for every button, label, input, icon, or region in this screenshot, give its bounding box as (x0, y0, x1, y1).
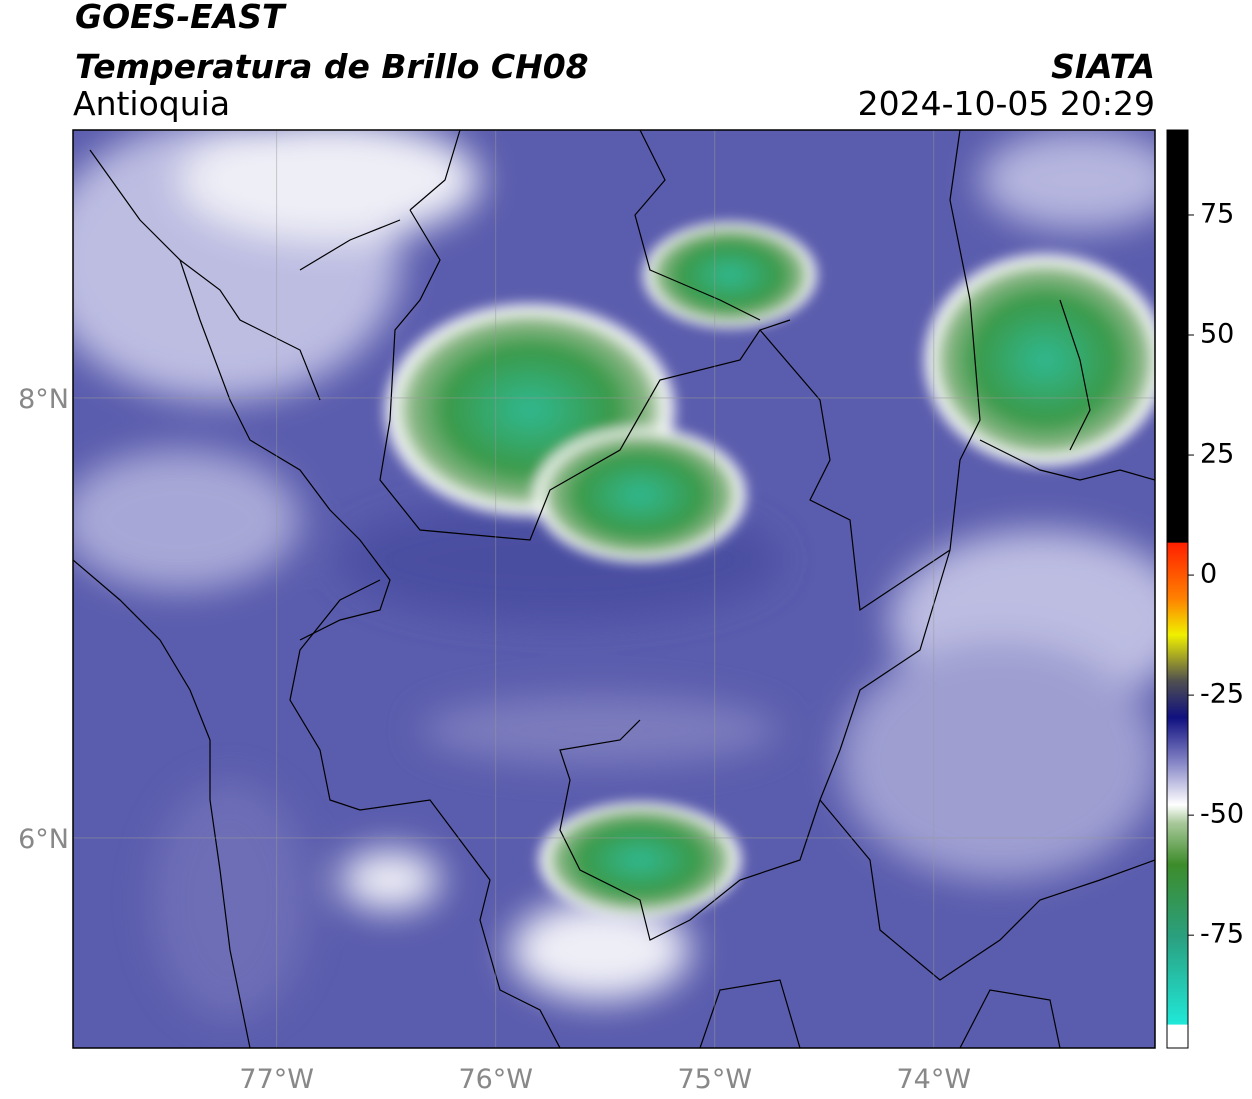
lat-tick-label: 8°N (18, 384, 69, 415)
lon-tick-label: 76°W (458, 1064, 533, 1095)
product: Temperatura de Brillo CH08 (75, 47, 589, 86)
colorbar-tick-label: 25 (1200, 439, 1234, 470)
colorbar-tick-label: -50 (1200, 799, 1244, 830)
boundaries (73, 130, 1155, 1048)
lon-tick-label: 74°W (897, 1064, 972, 1095)
lon-tick-label: 77°W (239, 1064, 314, 1095)
colorbar-tick-label: 50 (1200, 319, 1234, 350)
satellite: GOES-EAST (75, 0, 287, 36)
map-frame (72, 129, 1156, 1049)
colorbar-tick-label: 75 (1200, 198, 1234, 229)
source: SIATA (1051, 47, 1155, 86)
lon-tick-label: 75°W (677, 1064, 752, 1095)
grid (73, 130, 1155, 1048)
lat-tick-label: 6°N (18, 824, 69, 855)
datetime: 2024-10-05 20:29 (858, 84, 1155, 123)
colorbar-tick-label: -25 (1200, 679, 1244, 710)
region: Antioquia (73, 84, 230, 123)
colorbar (1166, 129, 1189, 1049)
colorbar-tick-label: 0 (1200, 559, 1217, 590)
map (73, 130, 1155, 1048)
colorbar-tick-label: -75 (1200, 919, 1244, 950)
